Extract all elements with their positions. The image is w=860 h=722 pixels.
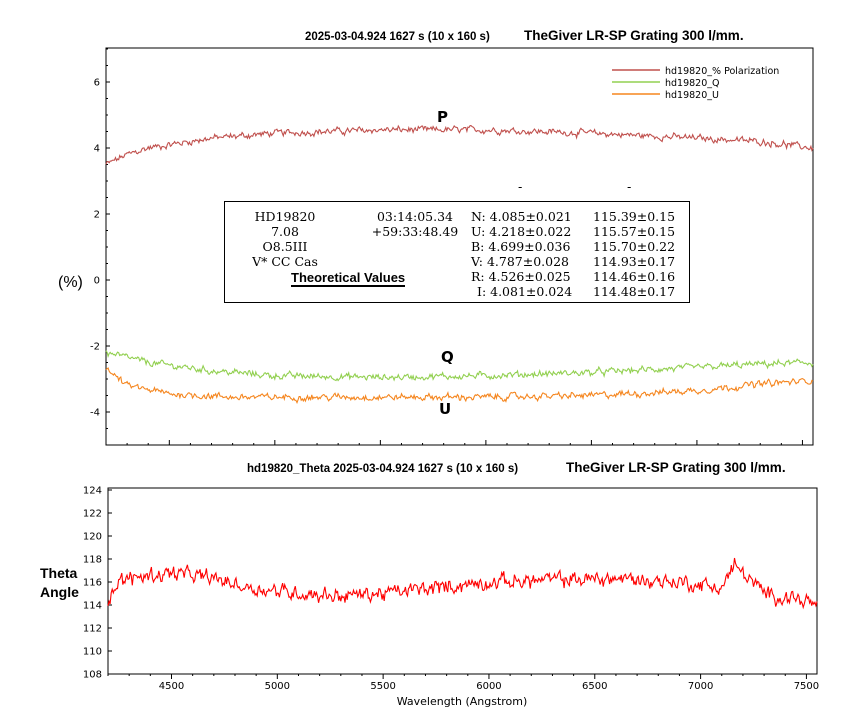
top-y-tick-label: 4 [94,144,100,155]
top-chart-title-prefix: 2025-03-04.924 1627 s (10 x 160 s) [305,31,490,43]
info-ang-u: 115.57±0.15 [593,224,676,239]
info-col-angle: 115.39±0.15 115.57±0.15 115.70±0.22 114.… [593,209,675,299]
top-y-tick-label: 0 [94,276,100,287]
bottom-x-tick-label: 5000 [265,681,290,692]
bottom-x-tick-label: 6000 [476,681,501,692]
legend-entry-u: hd19820_U [665,90,719,101]
bottom-y-tick-label: 120 [83,532,102,543]
theta-label-line2: Angle [40,584,79,600]
top-minor-ticks [105,48,803,446]
bottom-y-tick-label: 110 [83,647,102,658]
series-line-q [105,350,814,382]
series-line-polarization [105,124,814,165]
info-target-mag: 7.08 [271,224,299,239]
bottom-x-tick-label: 7500 [794,681,819,692]
info-ang-r: 114.46±0.16 [593,269,676,284]
info-pol-i: I: 4.081±0.024 [477,284,573,299]
bottom-series-group [107,557,818,610]
legend-entry-q: hd19820_Q [665,78,720,89]
info-ang-v: 114.93±0.17 [593,254,676,269]
series-line-theta [107,557,818,610]
bottom-x-tick-label: 7000 [688,681,713,692]
top-y-axis: 6 4 2 0 -2 -4 [90,78,110,419]
bottom-chart-title-main: TheGiver LR-SP Grating 300 l/mm. [566,460,786,475]
info-pol-r: R: 4.526±0.025 [471,269,571,284]
top-legend: hd19820_% Polarization hd19820_Q hd19820… [612,66,779,101]
info-ra: 03:14:05.34 [376,209,454,224]
bottom-y-tick-label: 114 [83,601,102,612]
x-axis-label: Wavelength (Angstrom) [397,695,528,708]
bottom-chart-title-prefix: hd19820_Theta 2025-03-04.924 1627 s (10 … [247,463,518,475]
bottom-y-tick-label: 112 [83,624,102,635]
bottom-y-tick-label: 108 [83,670,102,681]
legend-entry-polarization: hd19820_% Polarization [665,66,779,77]
bottom-y-axis: 124 122 120 118 116 114 112 110 108 [83,486,112,681]
top-y-tick-label: -4 [90,408,100,419]
info-pol-u: U: 4.218±0.022 [471,224,572,239]
info-dash-1: - [518,180,523,194]
series-label-u: U [439,400,451,418]
info-col-target: HD19820 7.08 O8.5III V* CC Cas [235,209,335,269]
info-ang-b: 115.70±0.22 [593,239,676,254]
top-y-axis-label: (%) [58,274,83,291]
bottom-x-tick-label: 6500 [582,681,607,692]
info-dash-2: - [627,180,632,194]
target-info-box: HD19820 7.08 O8.5III V* CC Cas 03:14:05.… [224,201,690,303]
info-pol-v: V: 4.787±0.028 [471,254,569,269]
bottom-x-axis: 4500 5000 5500 6000 6500 7000 7500 [107,674,819,692]
top-y-tick-label: 6 [94,78,100,89]
info-pol-b: B: 4.699±0.036 [471,239,571,254]
info-col-polarization: N: 4.085±0.021 U: 4.218±0.022 B: 4.699±0… [471,209,572,299]
info-ang-n: 115.39±0.15 [593,209,676,224]
bottom-y-tick-label: 116 [83,578,102,589]
series-line-u [105,367,814,404]
info-target-alias: V* CC Cas [252,254,318,269]
info-dec: +59:33:48.49 [371,224,459,239]
theoretical-values-heading: Theoretical Values [291,270,406,287]
info-target-name: HD19820 [254,209,316,224]
series-label-q: Q [441,348,454,366]
info-col-coords: 03:14:05.34 +59:33:48.49 [355,209,475,239]
top-y-tick-label: -2 [90,342,100,353]
top-chart-title-main: TheGiver LR-SP Grating 300 l/mm. [524,28,744,43]
bottom-y-tick-label: 122 [83,509,102,520]
top-series-group [105,124,814,404]
series-label-p: P [437,108,448,126]
bottom-plot-frame [107,487,818,675]
top-y-tick-label: 2 [94,210,100,221]
theta-label-line1: Theta [40,565,78,581]
bottom-y-tick-label: 124 [83,486,102,497]
info-pol-n: N: 4.085±0.021 [471,209,572,224]
info-ang-i: 114.48±0.17 [593,284,676,299]
bottom-y-tick-label: 118 [83,555,102,566]
bottom-x-tick-label: 4500 [159,681,184,692]
bottom-x-tick-label: 5500 [370,681,395,692]
info-target-sptype: O8.5III [262,239,308,254]
